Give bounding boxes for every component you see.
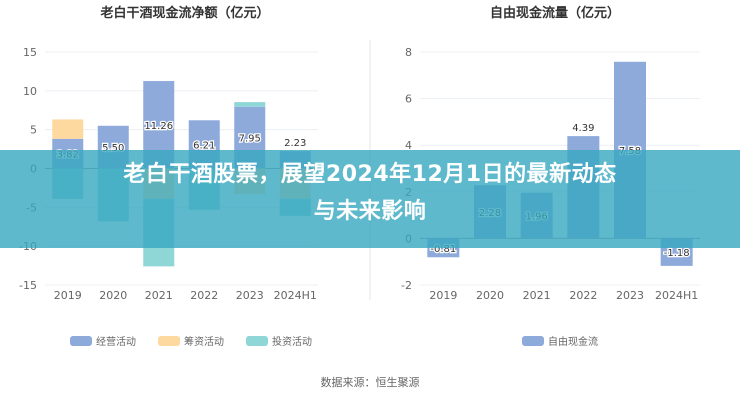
legend-label: 经营活动 <box>96 335 136 348</box>
legend-label: 自由现金流 <box>548 335 598 348</box>
legend-swatch <box>158 336 180 346</box>
y-tick-label: 4 <box>405 139 412 152</box>
data-label: 11.26 <box>144 121 173 132</box>
chart-title: 自由现金流量（亿元） <box>490 5 620 21</box>
data-label: 6.21 <box>193 140 215 151</box>
data-label: 4.39 <box>572 123 594 134</box>
legend-swatch <box>246 336 268 346</box>
x-tick-label: 2023 <box>236 289 264 302</box>
x-tick-label: 2020 <box>476 289 504 302</box>
bar-投资活动 <box>234 102 266 107</box>
legend-label: 投资活动 <box>272 335 312 348</box>
x-tick-label: 2020 <box>99 289 127 302</box>
x-tick-label: 2024H1 <box>274 289 317 302</box>
legend-swatch <box>522 336 544 346</box>
x-tick-label: 2023 <box>616 289 644 302</box>
legend-label: 筹资活动 <box>184 335 224 348</box>
x-tick-label: 2019 <box>54 289 82 302</box>
data-source: 数据来源：恒生聚源 <box>321 375 420 389</box>
y-tick-label: 5 <box>30 124 37 137</box>
x-tick-label: 2021 <box>145 289 173 302</box>
y-tick-label: 10 <box>23 85 37 98</box>
data-label: 7.95 <box>239 134 261 145</box>
headline-line-2: 与未来影响 <box>313 199 427 224</box>
y-tick-label: 15 <box>23 46 37 59</box>
x-tick-label: 2024H1 <box>655 289 698 302</box>
legend-swatch <box>70 336 92 346</box>
x-tick-label: 2022 <box>569 289 597 302</box>
bar-筹资活动 <box>52 119 84 139</box>
y-tick-label: 8 <box>405 46 412 59</box>
data-label: 2.23 <box>284 138 306 149</box>
x-tick-label: 2019 <box>429 289 457 302</box>
y-tick-label: 6 <box>405 93 412 106</box>
chart-title: 老白干酒现金流净额（亿元） <box>99 5 269 21</box>
y-tick-label: -2 <box>401 279 412 292</box>
x-tick-label: 2021 <box>523 289 551 302</box>
headline-banner: 老白干酒股票，展望2024年12月1日的最新动态 与未来影响 <box>0 150 740 248</box>
x-tick-label: 2022 <box>190 289 218 302</box>
headline-line-1: 老白干酒股票，展望2024年12月1日的最新动态 <box>123 162 617 187</box>
y-tick-label: -15 <box>19 279 37 292</box>
data-label: -1.18 <box>664 248 690 259</box>
